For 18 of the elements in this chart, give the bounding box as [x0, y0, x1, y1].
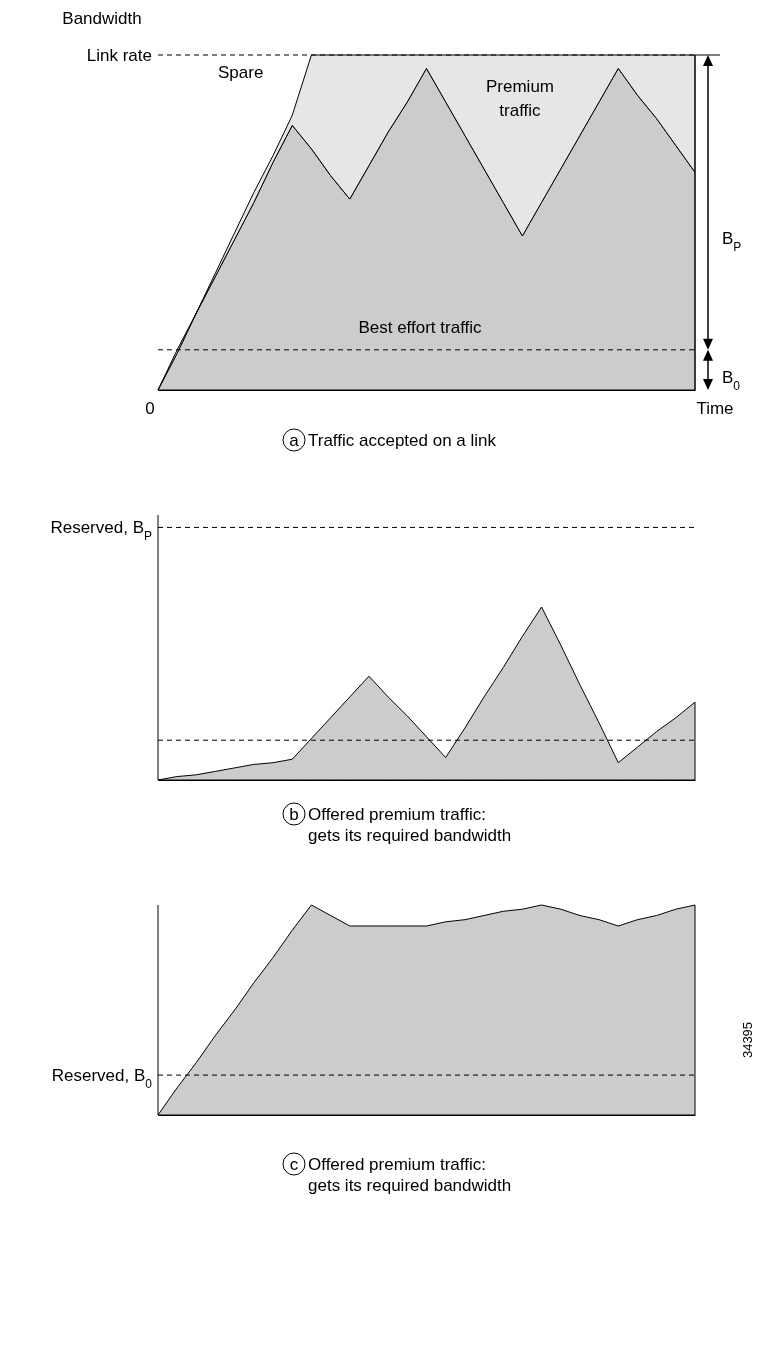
y-axis-title: Bandwidth	[62, 9, 142, 28]
x-axis-title: Time	[696, 399, 734, 418]
text: a	[289, 431, 300, 450]
text: b	[289, 805, 299, 824]
ref-line-label: Reserved, B$_{P}$	[50, 518, 152, 544]
text: c	[289, 1155, 299, 1174]
text: 0	[145, 399, 155, 418]
text: Offered premium traffic: gets its required bandwidth	[308, 1155, 512, 1195]
text: B$_{0}$	[722, 368, 741, 393]
text: Traffic accepted on a link	[308, 431, 497, 450]
annotation: Spare	[218, 63, 264, 82]
annotation: Best effort traffic	[358, 318, 483, 337]
text: 34395	[740, 1021, 755, 1059]
text: Offered premium traffic: gets its required bandwidth	[308, 805, 512, 845]
ref-line-label: Link rate	[86, 46, 152, 65]
annotation: Premium traffic	[485, 77, 555, 120]
ref-line-label: Reserved, B$_{0}$	[51, 1066, 153, 1092]
text: B$_{P}$	[722, 229, 742, 254]
